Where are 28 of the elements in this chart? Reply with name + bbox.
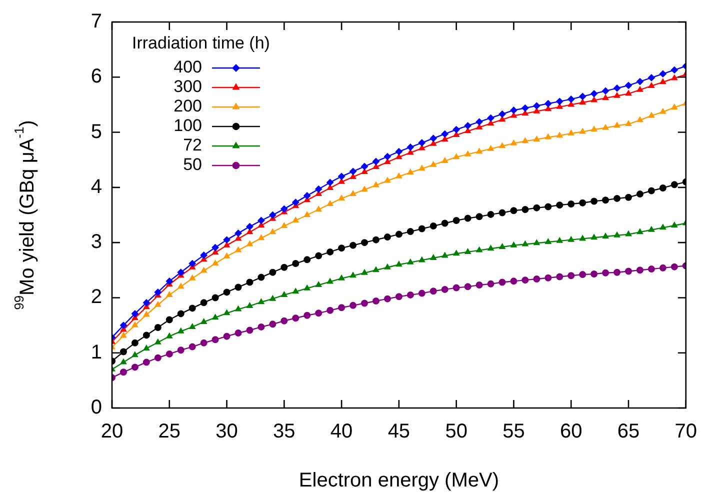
y-tick-label: 4 <box>90 176 102 198</box>
legend-label: 72 <box>183 136 202 155</box>
x-tick-label: 45 <box>388 420 410 443</box>
y-tick-label: 6 <box>90 66 102 88</box>
x-tick-label: 25 <box>158 420 181 443</box>
y-tick-label: 7 <box>90 10 102 33</box>
y-tick-label: 2 <box>90 286 102 308</box>
y-tick-label: 3 <box>90 231 102 254</box>
x-tick-label: 20 <box>100 420 124 443</box>
legend-title: Irradiation time (h) <box>132 34 270 53</box>
legend-label: 200 <box>174 96 202 116</box>
x-tick-label: 30 <box>216 420 238 443</box>
y-axis-title: 99Mo yield (GBq μA-1) <box>12 120 39 310</box>
x-tick-label: 60 <box>560 420 582 443</box>
x-tick-label: 55 <box>502 420 525 443</box>
x-tick-label: 35 <box>273 420 296 443</box>
legend-label: 300 <box>174 77 202 96</box>
x-tick-label: 50 <box>445 420 468 443</box>
x-tick-label: 70 <box>674 420 697 443</box>
x-tick-label: 65 <box>617 420 640 443</box>
y-tick-label: 5 <box>90 120 102 143</box>
legend-label: 50 <box>183 155 202 174</box>
x-axis-title: Electron energy (MeV) <box>298 470 499 492</box>
y-tick-label: 1 <box>90 341 102 364</box>
legend-label: 400 <box>174 58 202 77</box>
legend-label: 100 <box>174 116 202 136</box>
x-tick-label: 40 <box>330 420 353 443</box>
y-tick-label: 0 <box>90 396 102 419</box>
